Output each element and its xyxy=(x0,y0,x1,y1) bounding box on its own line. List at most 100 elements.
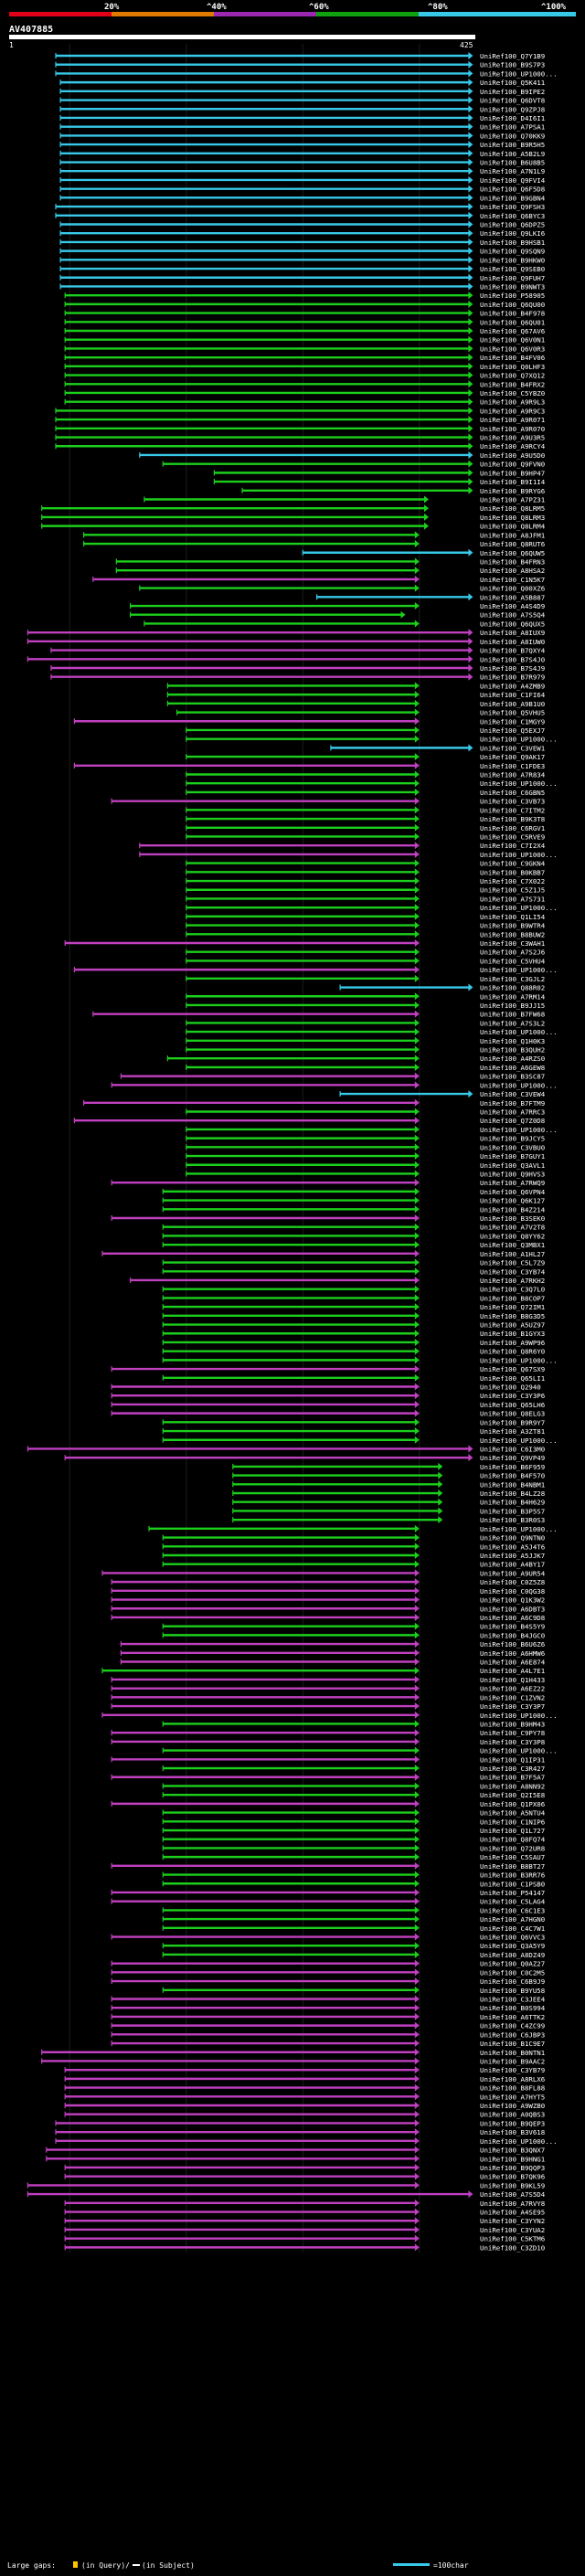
hit-row[interactable]: UniRef100_B9I1I4 xyxy=(213,478,546,486)
hit-row[interactable]: UniRef100_B7QXY4 xyxy=(50,646,546,655)
hit-row[interactable]: UniRef100_B9JJ15 xyxy=(186,1001,545,1010)
hit-label[interactable]: UniRef100_C1ZVN2 xyxy=(480,1693,545,1701)
hit-row[interactable]: UniRef100_Q9AK17 xyxy=(186,753,545,761)
hit-row[interactable]: UniRef100_B9RYG6 xyxy=(241,486,545,495)
hit-label[interactable]: UniRef100_A4BY17 xyxy=(480,1561,545,1569)
hit-label[interactable]: UniRef100_B6U6Z6 xyxy=(480,1640,545,1648)
hit-label[interactable]: UniRef100_C5YBZ0 xyxy=(480,389,545,398)
hit-label[interactable]: UniRef100_Q6VPN4 xyxy=(480,1188,546,1196)
hit-row[interactable]: UniRef100_A9UR54 xyxy=(101,1569,546,1577)
hit-row[interactable]: UniRef100_Q6DVT8 xyxy=(59,96,545,105)
hit-label[interactable]: UniRef100_A7R834 xyxy=(480,771,546,779)
hit-label[interactable]: UniRef100_B4FRN3 xyxy=(480,557,545,566)
hit-label[interactable]: UniRef100_C7X022 xyxy=(480,877,545,885)
hit-row[interactable]: UniRef100_C3YB79 xyxy=(64,2066,545,2074)
hit-row[interactable]: UniRef100_Q9ZPJ8 xyxy=(59,105,545,113)
hit-label[interactable]: UniRef100_Q6DPZ5 xyxy=(480,220,545,228)
hit-label[interactable]: UniRef100_B3V618 xyxy=(480,2128,545,2136)
hit-label[interactable]: UniRef100_A9RCY4 xyxy=(480,442,546,451)
hit-label[interactable]: UniRef100_Q72IM1 xyxy=(480,1303,545,1311)
hit-label[interactable]: UniRef100_UP1000... xyxy=(480,851,558,859)
hit-label[interactable]: UniRef100_B4LZ28 xyxy=(480,1489,545,1498)
hit-row[interactable]: UniRef100_C7ITM2 xyxy=(186,806,545,814)
hit-label[interactable]: UniRef100_UP1000... xyxy=(480,1712,558,1720)
hit-label[interactable]: UniRef100_A5J4T6 xyxy=(480,1542,545,1551)
hit-row[interactable]: UniRef100_A1HL27 xyxy=(101,1249,545,1258)
hit-row[interactable]: UniRef100_B7QK96 xyxy=(64,2172,545,2181)
hit-row[interactable]: UniRef100_A6TTK2 xyxy=(111,2012,545,2021)
hit-row[interactable]: UniRef100_Q1K3W2 xyxy=(111,1595,545,1605)
hit-row[interactable]: UniRef100_Q9FSH3 xyxy=(55,203,545,211)
hit-row[interactable]: UniRef100_UP1000... xyxy=(139,850,558,859)
hit-row[interactable]: UniRef100_Q6F5D8 xyxy=(59,185,545,194)
hit-label[interactable]: UniRef100_B7R979 xyxy=(480,673,545,682)
hit-row[interactable]: UniRef100_A9WP96 xyxy=(162,1338,545,1347)
hit-label[interactable]: UniRef100_B9JCY5 xyxy=(480,1135,545,1143)
hit-row[interactable]: UniRef100_A8IUW0 xyxy=(27,637,545,646)
hit-row[interactable]: UniRef100_Q6BYC3 xyxy=(55,211,545,220)
hit-row[interactable]: UniRef100_A7S5Q4 xyxy=(130,610,546,620)
hit-label[interactable]: UniRef100_C1FI64 xyxy=(480,691,546,699)
hit-label[interactable]: UniRef100_Q5EXJ7 xyxy=(480,726,545,735)
hit-label[interactable]: UniRef100_Q9SEB0 xyxy=(480,265,545,273)
hit-label[interactable]: UniRef100_C3WAH1 xyxy=(480,939,545,948)
hit-row[interactable]: UniRef100_B9HNG1 xyxy=(46,2155,545,2163)
hit-label[interactable]: UniRef100_C7ITM2 xyxy=(480,806,545,814)
hit-label[interactable]: UniRef100_B7QXY4 xyxy=(480,647,546,655)
hit-label[interactable]: UniRef100_B9AAC2 xyxy=(480,2057,545,2065)
hit-label[interactable]: UniRef100_Q9FVN0 xyxy=(480,461,545,469)
hit-label[interactable]: UniRef100_C3YUA2 xyxy=(480,2226,545,2234)
hit-label[interactable]: UniRef100_B4S5Y9 xyxy=(480,1623,545,1631)
hit-row[interactable]: UniRef100_Q6DPZ5 xyxy=(59,220,545,228)
hit-row[interactable]: UniRef100_B6U8B5 xyxy=(59,158,545,167)
hit-label[interactable]: UniRef100_Q3MBX1 xyxy=(480,1241,545,1249)
hit-row[interactable]: UniRef100_B3QUH2 xyxy=(186,1045,545,1055)
hit-row[interactable]: UniRef100_C3YUA2 xyxy=(64,2225,545,2234)
hit-row[interactable]: UniRef100_Q3A5Y9 xyxy=(162,1942,545,1950)
hit-row[interactable]: UniRef100_Q5K411 xyxy=(59,79,545,87)
hit-row[interactable]: UniRef100_UP1000... xyxy=(55,2136,558,2146)
hit-label[interactable]: UniRef100_C5VHU4 xyxy=(480,957,546,965)
hit-label[interactable]: UniRef100_A8NN92 xyxy=(480,1782,545,1790)
hit-row[interactable]: UniRef100_A7PSA1 xyxy=(59,122,545,132)
hit-row[interactable]: UniRef100_Q3AVL1 xyxy=(186,1161,545,1170)
hit-row[interactable]: UniRef100_Q6QUX5 xyxy=(144,620,545,628)
hit-row[interactable]: UniRef100_Q5EXJ7 xyxy=(186,726,545,735)
hit-label[interactable]: UniRef100_C5LAG4 xyxy=(480,1898,546,1906)
hit-label[interactable]: UniRef100_C1FDE3 xyxy=(480,762,545,770)
hit-row[interactable]: UniRef100_A7PZ31 xyxy=(144,495,545,504)
hit-label[interactable]: UniRef100_B7QK96 xyxy=(480,2173,545,2181)
hit-label[interactable]: UniRef100_B4F570 xyxy=(480,1472,545,1480)
hit-label[interactable]: UniRef100_C7I2X4 xyxy=(480,842,546,850)
hit-label[interactable]: UniRef100_C5KTM6 xyxy=(480,2235,545,2243)
hit-label[interactable]: UniRef100_Q67AV6 xyxy=(480,327,545,335)
hit-row[interactable]: UniRef100_UP1000... xyxy=(55,69,558,78)
hit-row[interactable]: UniRef100_B4NBM1 xyxy=(232,1480,545,1489)
hit-label[interactable]: UniRef100_B7S4J0 xyxy=(480,655,545,663)
hit-label[interactable]: UniRef100_Q5K411 xyxy=(480,79,545,87)
hit-row[interactable]: UniRef100_A6GEW8 xyxy=(186,1063,545,1072)
hit-row[interactable]: UniRef100_C6B9J9 xyxy=(111,1977,545,1986)
hit-label[interactable]: UniRef100_A9R071 xyxy=(480,416,545,424)
hit-label[interactable]: UniRef100_B9QEP3 xyxy=(480,2119,545,2127)
hit-label[interactable]: UniRef100_Q9LKI6 xyxy=(480,229,545,238)
hit-label[interactable]: UniRef100_Q8R6Y0 xyxy=(480,1348,545,1356)
hit-row[interactable]: UniRef100_A8NN92 xyxy=(162,1782,545,1790)
hit-label[interactable]: UniRef100_Q2I5E8 xyxy=(480,1791,545,1799)
hit-label[interactable]: UniRef100_Q6QUW5 xyxy=(480,549,545,557)
hit-label[interactable]: UniRef100_A8HSA2 xyxy=(480,567,545,575)
hit-row[interactable]: UniRef100_Q67SX9 xyxy=(111,1365,545,1373)
hit-label[interactable]: UniRef100_Q9FUH7 xyxy=(480,274,545,282)
hit-label[interactable]: UniRef100_A8RLX6 xyxy=(480,2075,545,2083)
hit-label[interactable]: UniRef100_Q9SQN9 xyxy=(480,248,545,256)
hit-label[interactable]: UniRef100_B7FTM9 xyxy=(480,1099,545,1108)
hit-row[interactable]: UniRef100_C7I2X4 xyxy=(139,842,546,850)
hit-row[interactable]: UniRef100_Q1L727 xyxy=(162,1827,545,1835)
hit-label[interactable]: UniRef100_Q9FSH3 xyxy=(480,203,545,211)
hit-row[interactable]: UniRef100_A5J4T6 xyxy=(162,1542,545,1551)
hit-label[interactable]: UniRef100_Q67SX9 xyxy=(480,1365,545,1373)
hit-label[interactable]: UniRef100_B1C9E7 xyxy=(480,2040,545,2048)
hit-row[interactable]: UniRef100_A7V2T8 xyxy=(162,1223,545,1232)
hit-row[interactable]: UniRef100_A4S4D9 xyxy=(130,602,546,610)
hit-row[interactable]: UniRef100_B7FTM9 xyxy=(82,1098,546,1108)
